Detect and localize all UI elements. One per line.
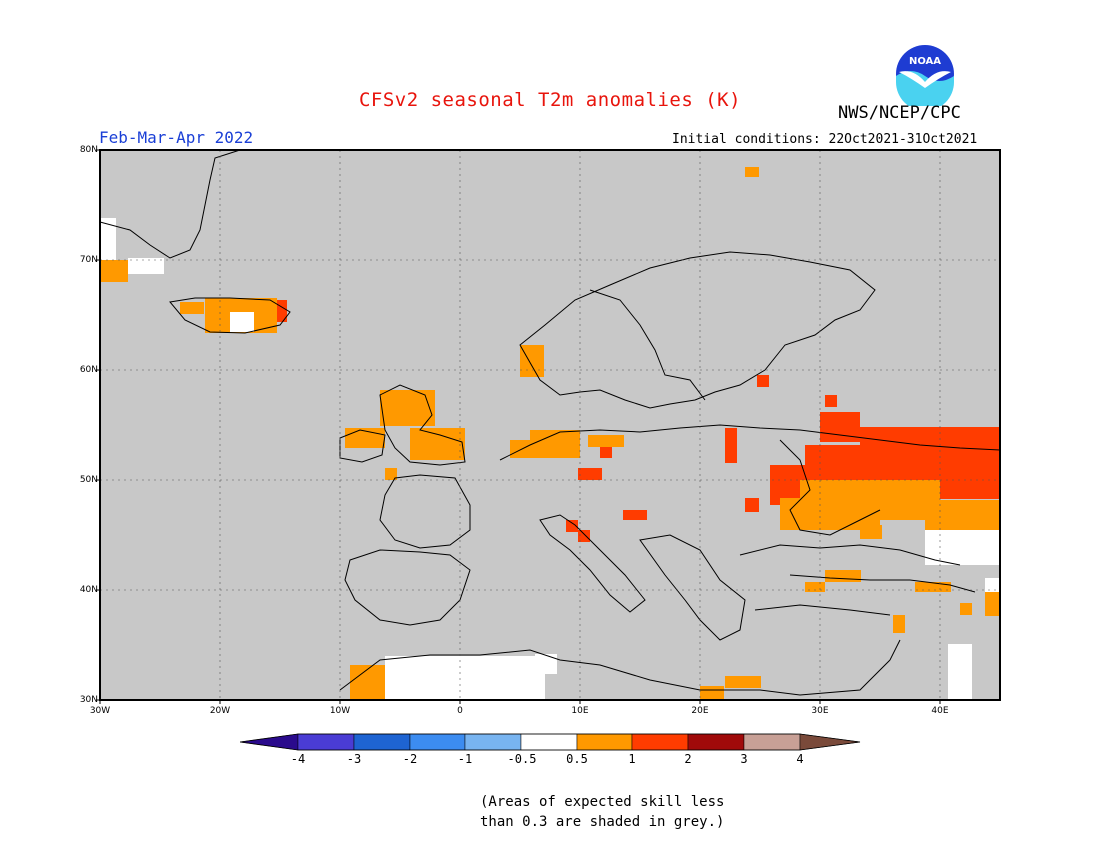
- colorbar-segment-lt-4: [240, 733, 299, 751]
- lat-label-50n: 50N: [79, 475, 98, 485]
- skill-footnote: (Areas of expected skill less than 0.3 a…: [480, 792, 724, 832]
- colorbar-tick: -1: [457, 752, 473, 766]
- footnote-line-1: (Areas of expected skill less: [480, 794, 725, 810]
- agency-label: NWS/NCEP/CPC: [838, 103, 961, 123]
- lat-label-80n: 80N: [79, 145, 98, 155]
- colorbar-segment-m3-m2: [353, 733, 411, 751]
- colorbar-segment-m2-m1: [409, 733, 466, 751]
- lon-label-40e: 40E: [931, 706, 949, 716]
- colorbar-segment-1-2: [631, 733, 689, 751]
- coastlines: [99, 149, 1001, 696]
- colorbar-tick: -4: [290, 752, 306, 766]
- lon-label-20w: 20W: [209, 706, 231, 716]
- map-background: [100, 150, 1000, 700]
- colorbar-tick: 0.5: [566, 752, 588, 766]
- colorbar-tick: -2: [402, 752, 418, 766]
- map-frame: [99, 149, 1001, 701]
- anomaly-warm-orange: [100, 167, 1000, 700]
- noaa-logo: NOAA: [894, 43, 956, 106]
- lon-label-30w: 30W: [89, 706, 111, 716]
- colorbar-tick: 4: [796, 752, 804, 766]
- colorbar-tick: -0.5: [507, 752, 537, 766]
- colorbar-segment-m05-05: [520, 733, 578, 751]
- near-normal-white: [100, 218, 1000, 700]
- colorbar-segment-2-3: [687, 733, 745, 751]
- forecast-period: Feb-Mar-Apr 2022: [99, 128, 254, 147]
- initial-conditions: Initial conditions: 22Oct2021-31Oct2021: [672, 132, 978, 147]
- lat-label-70n: 70N: [79, 255, 98, 265]
- lat-label-40n: 40N: [79, 585, 98, 595]
- colorbar-segment-05-1: [576, 733, 633, 751]
- lat-label-30n: 30N: [79, 695, 98, 705]
- colorbar-segment-m4-m3: [297, 733, 355, 751]
- colorbar-tick: 1: [628, 752, 636, 766]
- chart-title: CFSv2 seasonal T2m anomalies (K): [358, 89, 742, 111]
- colorbar-tick: 2: [684, 752, 692, 766]
- lon-label-0: 0: [457, 706, 463, 716]
- lon-label-10w: 10W: [329, 706, 351, 716]
- graticule: [100, 150, 1000, 700]
- axis-ticks: [96, 149, 941, 704]
- lat-label-60n: 60N: [79, 365, 98, 375]
- colorbar-segment-gt-4: [799, 733, 861, 751]
- lon-label-10e: 10E: [571, 706, 589, 716]
- colorbar-segment-m1-m05: [464, 733, 522, 751]
- svg-text:NOAA: NOAA: [909, 56, 941, 67]
- colorbar-segment-3-4: [743, 733, 801, 751]
- lon-label-30e: 30E: [811, 706, 829, 716]
- colorbar-tick: -3: [346, 752, 362, 766]
- colorbar-tick: 3: [740, 752, 748, 766]
- colorbar: [240, 733, 861, 751]
- footnote-line-2: than 0.3 are shaded in grey.): [480, 814, 725, 830]
- lon-label-20e: 20E: [691, 706, 709, 716]
